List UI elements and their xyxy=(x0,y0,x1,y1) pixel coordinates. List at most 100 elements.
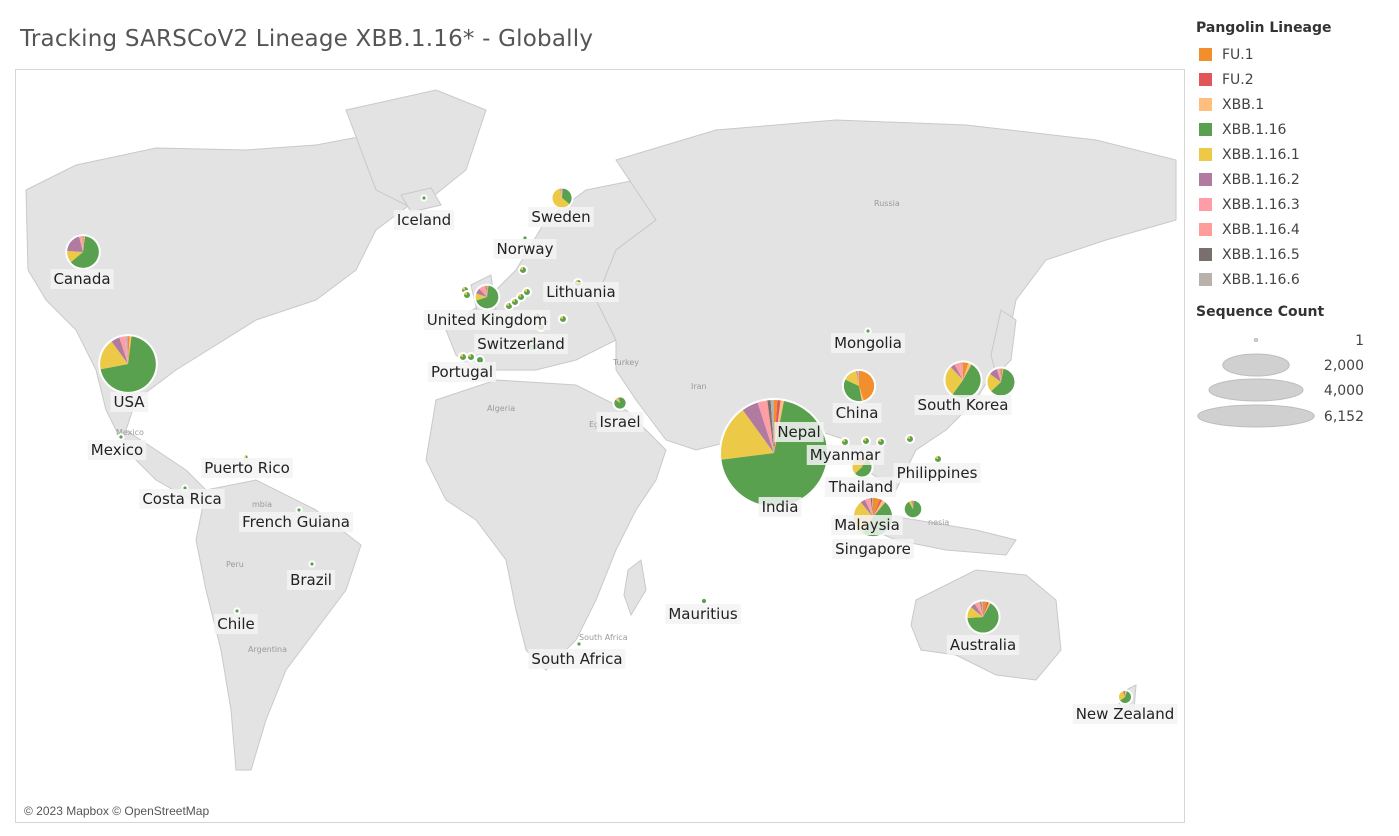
legend-item[interactable]: XBB.1 xyxy=(1196,92,1386,117)
pie-slice[interactable] xyxy=(67,251,83,263)
pie-slice[interactable] xyxy=(183,486,187,490)
small-country-pie[interactable] xyxy=(462,290,472,300)
pie-slice[interactable] xyxy=(983,601,987,617)
legend-item[interactable]: FU.2 xyxy=(1196,67,1386,92)
pie-slice[interactable] xyxy=(560,188,562,198)
pie-slice[interactable] xyxy=(870,497,873,517)
pie-slice[interactable] xyxy=(518,294,521,297)
pie-slice[interactable] xyxy=(559,188,562,198)
small-country-pie[interactable] xyxy=(522,287,532,297)
pie-slice[interactable] xyxy=(83,236,84,252)
country-pie[interactable] xyxy=(308,560,316,568)
pie-slice[interactable] xyxy=(981,601,983,617)
pie-slice[interactable] xyxy=(961,362,963,380)
pie-slice[interactable] xyxy=(950,364,963,380)
pie-slice[interactable] xyxy=(912,500,913,509)
pie-slice[interactable] xyxy=(479,286,487,297)
pie-slice[interactable] xyxy=(100,336,156,392)
pie-slice[interactable] xyxy=(468,354,471,357)
pie-slice[interactable] xyxy=(864,498,873,517)
pie-slice[interactable] xyxy=(82,236,83,252)
country-pie[interactable] xyxy=(575,640,583,648)
pie-slice[interactable] xyxy=(945,367,963,395)
country-pie[interactable] xyxy=(233,607,241,615)
country-pie[interactable] xyxy=(65,234,101,270)
pie-slice[interactable] xyxy=(246,455,248,459)
pie-slice[interactable] xyxy=(967,607,983,618)
pie-slice[interactable] xyxy=(878,439,881,442)
pie-slice[interactable] xyxy=(560,316,563,319)
small-country-pie[interactable] xyxy=(840,437,850,447)
pie-slice[interactable] xyxy=(235,609,239,613)
pie-slice[interactable] xyxy=(909,500,913,509)
pie-slice[interactable] xyxy=(618,397,620,403)
pie-slice[interactable] xyxy=(523,236,527,240)
pie-slice[interactable] xyxy=(742,402,774,453)
country-pie[interactable] xyxy=(902,498,924,520)
country-pie[interactable] xyxy=(117,433,125,441)
pie-slice[interactable] xyxy=(512,299,515,302)
pie-slice[interactable] xyxy=(67,236,83,252)
pie-slice[interactable] xyxy=(506,303,509,306)
pie-slice[interactable] xyxy=(1001,368,1004,382)
legend-item[interactable]: XBB.1.16.6 xyxy=(1196,267,1386,292)
pie-slice[interactable] xyxy=(954,362,963,380)
pie-slice[interactable] xyxy=(615,397,620,403)
pie-slice[interactable] xyxy=(126,336,128,364)
small-country-pie[interactable] xyxy=(458,352,468,362)
legend-item[interactable]: XBB.1.16.3 xyxy=(1196,192,1386,217)
country-pie[interactable] xyxy=(98,334,158,394)
country-pie[interactable] xyxy=(943,360,983,400)
pie-slice[interactable] xyxy=(845,371,859,386)
country-pie[interactable] xyxy=(699,596,709,606)
country-pie[interactable] xyxy=(841,368,877,404)
legend-item[interactable]: FU.1 xyxy=(1196,42,1386,67)
small-country-pie[interactable] xyxy=(861,436,871,446)
pie-slice[interactable] xyxy=(873,500,886,517)
pie-slice[interactable] xyxy=(70,236,99,268)
pie-slice[interactable] xyxy=(119,435,123,439)
pie-slice[interactable] xyxy=(577,642,581,646)
country-pie[interactable] xyxy=(864,327,872,335)
pie-slice[interactable] xyxy=(562,188,563,198)
pie-slice[interactable] xyxy=(79,236,83,252)
legend-item[interactable]: XBB.1.16 xyxy=(1196,117,1386,142)
pie-slice[interactable] xyxy=(983,602,991,617)
country-pie[interactable] xyxy=(550,186,574,210)
pie-slice[interactable] xyxy=(81,236,83,252)
pie-slice[interactable] xyxy=(871,497,873,517)
pie-slice[interactable] xyxy=(486,285,487,297)
country-pie[interactable] xyxy=(985,366,1017,398)
pie-slice[interactable] xyxy=(859,370,875,401)
country-pie[interactable] xyxy=(420,194,428,202)
country-pie[interactable] xyxy=(473,283,501,311)
pie-slice[interactable] xyxy=(764,400,774,453)
pie-slice[interactable] xyxy=(857,370,859,386)
pie-slice[interactable] xyxy=(913,500,915,509)
pie-slice[interactable] xyxy=(998,368,1001,382)
pie-slice[interactable] xyxy=(460,354,463,357)
pie-slice[interactable] xyxy=(560,188,562,198)
pie-slice[interactable] xyxy=(520,267,523,270)
legend-item[interactable]: XBB.1.16.1 xyxy=(1196,142,1386,167)
pie-slice[interactable] xyxy=(980,601,983,617)
pie-slice[interactable] xyxy=(967,603,999,633)
pie-slice[interactable] xyxy=(1125,690,1127,697)
pie-slice[interactable] xyxy=(999,368,1001,382)
pie-slice[interactable] xyxy=(971,603,983,617)
pie-slice[interactable] xyxy=(974,602,983,617)
legend-item[interactable]: XBB.1.16.4 xyxy=(1196,217,1386,242)
pie-slice[interactable] xyxy=(996,368,1001,382)
legend-item[interactable]: XBB.1.16.5 xyxy=(1196,242,1386,267)
pie-slice[interactable] xyxy=(297,508,301,512)
pie-slice[interactable] xyxy=(983,601,989,617)
pie-slice[interactable] xyxy=(959,362,963,380)
pie-slice[interactable] xyxy=(487,285,488,297)
pie-slice[interactable] xyxy=(1120,691,1132,704)
pie-slice[interactable] xyxy=(991,368,1015,396)
map-attribution[interactable]: © 2023 Mapbox © OpenStreetMap xyxy=(24,804,210,818)
pie-slice[interactable] xyxy=(721,410,774,460)
pie-slice[interactable] xyxy=(128,336,132,364)
country-pie[interactable] xyxy=(1116,688,1134,706)
pie-slice[interactable] xyxy=(128,336,130,364)
